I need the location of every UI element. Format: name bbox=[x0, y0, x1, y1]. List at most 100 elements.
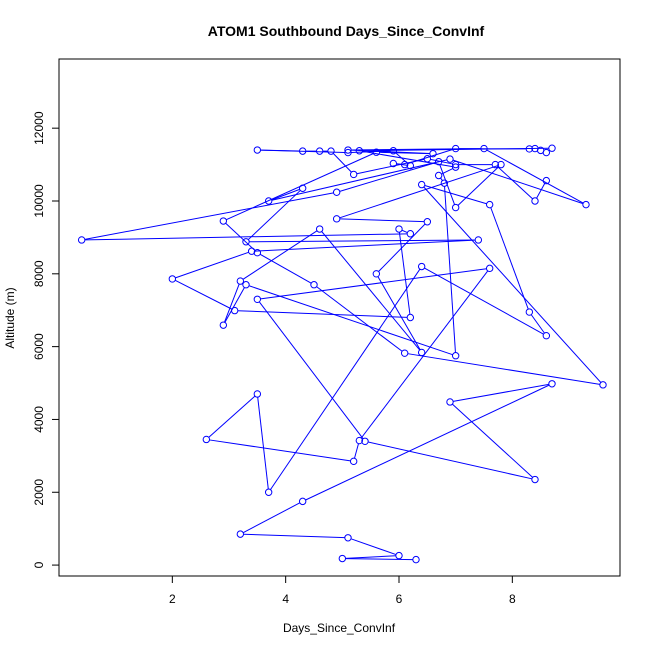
series-segment bbox=[257, 397, 269, 490]
data-point bbox=[525, 145, 534, 153]
x-axis: 2 4 6 8 bbox=[169, 575, 516, 606]
data-point bbox=[451, 144, 460, 153]
data-point bbox=[236, 277, 245, 285]
data-point bbox=[315, 147, 324, 155]
data-point bbox=[474, 236, 483, 244]
series-segment bbox=[440, 177, 443, 181]
series-segment bbox=[249, 239, 476, 243]
series-segment bbox=[258, 301, 364, 440]
series-segment bbox=[339, 218, 425, 223]
data-point bbox=[491, 160, 500, 169]
series-segment bbox=[368, 441, 532, 480]
data-point bbox=[247, 247, 256, 255]
data-point bbox=[400, 349, 409, 357]
data-point bbox=[417, 180, 426, 189]
data-point bbox=[168, 275, 177, 283]
data-point bbox=[531, 144, 539, 153]
series-segment bbox=[260, 149, 300, 152]
data-point bbox=[349, 457, 358, 466]
data-point bbox=[480, 144, 488, 153]
data-point bbox=[485, 264, 494, 273]
series-segment bbox=[259, 253, 312, 284]
series-segment bbox=[209, 439, 351, 462]
series-segment bbox=[224, 283, 240, 323]
data-point bbox=[230, 306, 239, 315]
series-segment bbox=[247, 190, 301, 240]
y-tick-label: 4000 bbox=[32, 406, 46, 433]
data-point bbox=[338, 554, 347, 563]
series-segment bbox=[242, 230, 318, 280]
data-point bbox=[542, 176, 551, 185]
data-point bbox=[417, 348, 426, 357]
data-point bbox=[361, 437, 369, 445]
series-segment bbox=[84, 192, 334, 240]
data-point bbox=[406, 230, 415, 238]
series-segment bbox=[243, 533, 345, 539]
data-point bbox=[582, 200, 590, 209]
data-point bbox=[548, 380, 556, 388]
data-point bbox=[355, 436, 364, 445]
series-segment bbox=[248, 285, 453, 356]
data-point bbox=[395, 225, 403, 233]
series-segment bbox=[316, 286, 403, 352]
series-segment bbox=[345, 555, 396, 559]
data-point bbox=[344, 148, 352, 157]
series-segment bbox=[339, 162, 436, 192]
data-point bbox=[344, 146, 352, 154]
y-tick-label: 2000 bbox=[32, 479, 46, 506]
series-segment bbox=[237, 310, 408, 318]
y-tick-label: 10000 bbox=[32, 184, 46, 218]
data-point bbox=[429, 149, 437, 158]
series-segment bbox=[530, 314, 545, 334]
data-point bbox=[389, 159, 398, 168]
data-point bbox=[451, 203, 460, 212]
x-tick-label: 6 bbox=[396, 592, 403, 606]
series-segment bbox=[174, 279, 233, 310]
x-axis-label: Days_Since_ConvInf bbox=[283, 621, 396, 635]
data-point bbox=[264, 197, 273, 205]
data-point bbox=[434, 171, 443, 180]
data-point bbox=[327, 147, 335, 155]
series-segment bbox=[444, 186, 456, 353]
series-segment bbox=[441, 168, 454, 175]
series-segment bbox=[424, 267, 544, 335]
data-point bbox=[440, 179, 449, 187]
data-point bbox=[446, 398, 454, 406]
data-point bbox=[242, 238, 250, 246]
data-point bbox=[253, 295, 262, 303]
data-point bbox=[372, 270, 381, 278]
y-tick-label: 12000 bbox=[32, 111, 46, 145]
data-point bbox=[417, 262, 426, 271]
data-point bbox=[310, 281, 318, 289]
data-point bbox=[202, 435, 211, 444]
y-tick-label: 8000 bbox=[32, 260, 46, 287]
series-segment bbox=[490, 207, 529, 310]
series-segment bbox=[424, 185, 487, 205]
data-point bbox=[542, 332, 551, 340]
series-segment bbox=[377, 276, 421, 350]
data-point bbox=[423, 218, 432, 226]
series-segment bbox=[398, 232, 411, 315]
x-tick-label: 4 bbox=[282, 592, 289, 606]
data-point bbox=[349, 170, 358, 179]
series-segment bbox=[452, 159, 584, 205]
data-point bbox=[253, 146, 262, 154]
series-segment bbox=[350, 538, 397, 556]
series-segment bbox=[378, 223, 426, 272]
plot-frame bbox=[58, 58, 621, 577]
data-point bbox=[531, 475, 539, 484]
series-segment bbox=[401, 229, 408, 233]
data-point bbox=[344, 534, 352, 542]
y-tick-label: 6000 bbox=[32, 333, 46, 360]
data-point bbox=[531, 197, 539, 205]
chart-title: ATOM1 Southbound Days_Since_ConvInf bbox=[208, 23, 485, 39]
data-point bbox=[599, 381, 607, 389]
data-point bbox=[236, 530, 245, 538]
series-segment bbox=[345, 558, 413, 561]
series-segment bbox=[356, 158, 425, 175]
data-point bbox=[451, 160, 460, 169]
y-axis-label: Altitude (m) bbox=[3, 287, 17, 348]
series-points bbox=[77, 144, 607, 564]
data-point bbox=[332, 188, 341, 196]
